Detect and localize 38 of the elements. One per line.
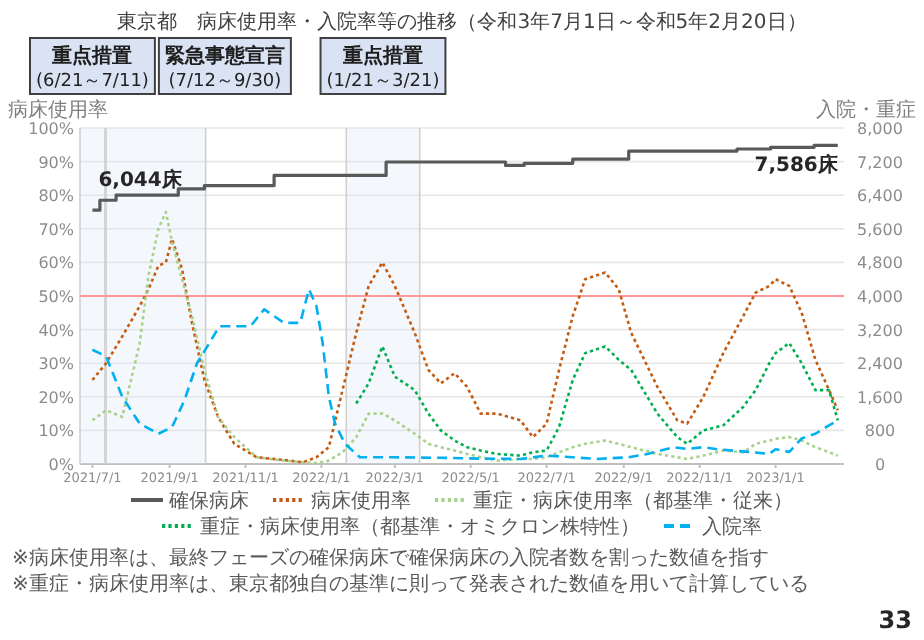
- y-tick-label: 0%: [48, 456, 75, 474]
- y-axis-title: 病床使用率: [8, 98, 108, 122]
- legend-label: 入院率: [702, 515, 762, 539]
- y-tick-label: 100%: [28, 120, 75, 138]
- legend-label: 重症・病床使用率（都基準・従来）: [473, 489, 793, 513]
- y2-tick-label: 5,600: [857, 220, 903, 239]
- text: 33: [878, 606, 912, 634]
- y2-tick-label: 1,600: [857, 388, 903, 407]
- y2-tick-label: 0: [874, 456, 886, 474]
- y-tick-label: 80%: [38, 187, 75, 206]
- y2-axis-title: 入院・重症: [816, 98, 916, 122]
- data-label: 6,044床: [98, 168, 184, 193]
- y2-tick-label: 4,000: [857, 288, 903, 306]
- y2-tick-label: 8,000: [857, 120, 903, 138]
- y-tick-label: 40%: [38, 321, 75, 340]
- y-tick-label: 50%: [38, 288, 75, 306]
- legend-label: 病床使用率: [311, 489, 411, 513]
- text: ※重症・病床使用率は、東京都独自の基準に則って発表された数値を用いて計算している: [12, 572, 809, 596]
- band-label: 緊急事態宣言 (7/12～9/30): [164, 44, 285, 92]
- y-tick-label: 70%: [38, 220, 75, 239]
- y-tick-label: 30%: [38, 355, 75, 374]
- data-label: 7,586床: [754, 153, 840, 178]
- band-label: 重点措置 (6/21～7/11): [35, 44, 149, 92]
- y-tick-label: 90%: [38, 153, 75, 172]
- y2-tick-label: 800: [864, 422, 896, 441]
- y-tick-label: 10%: [38, 422, 75, 441]
- chart-title: 東京都 病床使用率・入院率等の推移（令和3年7月1日～令和5年2月20日）: [117, 10, 807, 34]
- y2-tick-label: 4,800: [857, 254, 903, 273]
- y-tick-label: 20%: [38, 388, 75, 407]
- y-tick-label: 60%: [38, 254, 75, 273]
- text: ※病床使用率は、最終フェーズの確保病床で確保病床の入院者数を割った数値を指す: [12, 546, 769, 570]
- y2-tick-label: 2,400: [857, 355, 903, 374]
- legend-label: 確保病床: [167, 489, 249, 513]
- y2-tick-label: 3,200: [857, 321, 903, 340]
- band-label: 重点措置 (1/21～3/21): [326, 44, 440, 92]
- y2-tick-label: 7,200: [857, 153, 903, 172]
- legend-label: 重症・病床使用率（都基準・オミクロン株特性）: [200, 515, 640, 539]
- y2-tick-label: 6,400: [857, 187, 903, 206]
